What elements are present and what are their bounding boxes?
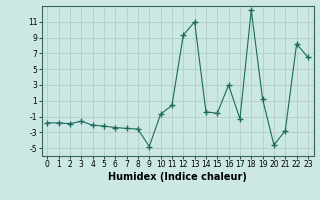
- X-axis label: Humidex (Indice chaleur): Humidex (Indice chaleur): [108, 172, 247, 182]
